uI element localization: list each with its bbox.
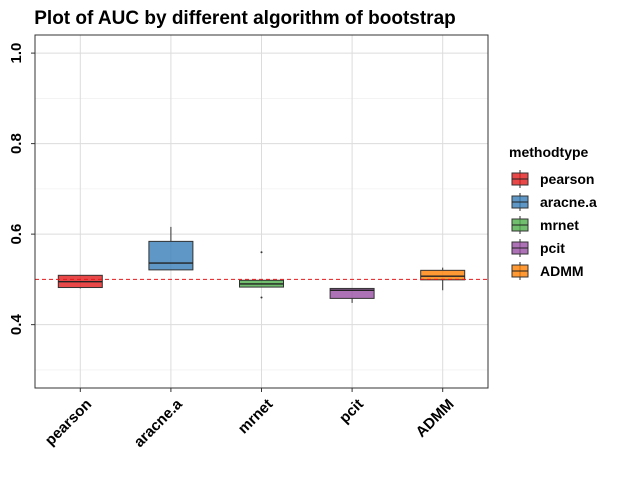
outlier-point (260, 296, 263, 299)
x-tick-label: pearson (42, 396, 95, 449)
y-tick-label: 1.0 (8, 43, 25, 64)
grid-lines (35, 35, 488, 388)
box-pcit (329, 287, 375, 303)
y-tick-label: 0.4 (8, 314, 25, 336)
box-series (57, 226, 466, 303)
legend-items: pearson aracne.a mrnet pcit ADMM (510, 170, 597, 280)
x-tick-label: pcit (336, 396, 367, 427)
y-tick-label: 0.6 (8, 224, 25, 245)
legend-item: mrnet (510, 216, 579, 234)
legend-item: aracne.a (510, 193, 597, 211)
x-tick-label: ADMM (413, 396, 458, 441)
legend-item: pearson (510, 170, 594, 188)
legend-label: mrnet (540, 217, 579, 233)
x-tick-label: mrnet (235, 396, 276, 437)
box-aracne-a (148, 226, 194, 271)
legend-item: pcit (510, 239, 565, 257)
legend-item: ADMM (510, 262, 584, 280)
legend-label: pearson (540, 171, 594, 187)
y-tick-label: 0.8 (8, 133, 25, 154)
y-axis-ticks: 0.4 0.6 0.8 1.0 (8, 43, 35, 335)
box-body (329, 287, 375, 299)
legend-label: aracne.a (540, 194, 597, 210)
legend-label: ADMM (540, 263, 584, 279)
legend-label: pcit (540, 240, 565, 256)
legend-title: methodtype (509, 144, 589, 160)
outlier-point (260, 251, 263, 254)
legend: methodtype pearson aracne.a mrnet pcit ADMM (509, 144, 597, 280)
chart-title: Plot of AUC by different algorithm of bo… (34, 8, 456, 29)
x-tick-label: aracne.a (131, 395, 187, 451)
x-axis-ticks: pearson aracne.a mrnet pcit ADMM (42, 388, 458, 451)
box-body (420, 269, 466, 281)
box-body (148, 240, 194, 271)
box-pearson (57, 274, 103, 289)
box-mrnet (239, 251, 284, 299)
